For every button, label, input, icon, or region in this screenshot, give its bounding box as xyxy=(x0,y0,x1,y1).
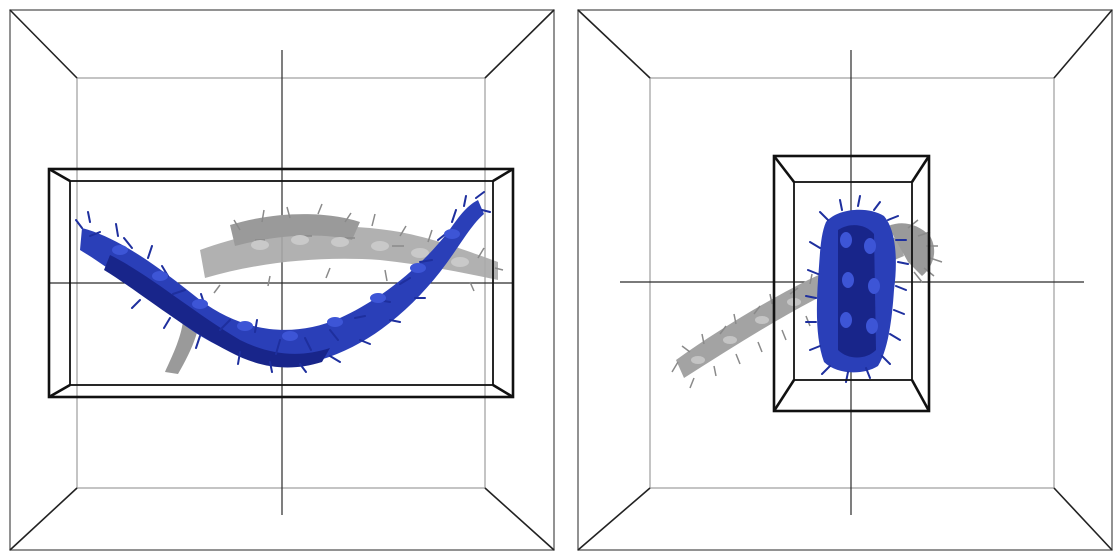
inner-box-front xyxy=(772,154,931,413)
outer-box-frame xyxy=(577,9,1113,551)
outer-box-edge xyxy=(577,9,651,79)
inner-box-edge xyxy=(492,167,514,183)
outer-box xyxy=(577,9,1113,551)
outer-box-edge xyxy=(484,487,555,551)
blue-helix-lower xyxy=(104,255,330,368)
outer-box-edge xyxy=(9,487,78,551)
outer-box-edge xyxy=(1053,9,1113,79)
left-view-canvas xyxy=(9,9,555,551)
blue-side-chains xyxy=(805,195,909,383)
inner-box-edge xyxy=(48,383,71,399)
inner-box-edge xyxy=(492,383,514,399)
gray-protein xyxy=(165,203,504,374)
inner-box-back xyxy=(793,181,913,381)
inner-box-edge xyxy=(48,167,71,183)
outer-box xyxy=(9,9,555,551)
right-simulation-view xyxy=(558,0,1114,552)
blue-helix-highlights xyxy=(112,229,460,341)
outer-box-edge xyxy=(484,9,555,79)
gray-helix-end xyxy=(888,223,935,276)
outer-box-edge xyxy=(1053,487,1113,551)
outer-box-edge xyxy=(577,487,651,551)
blue-helix-highlights xyxy=(840,232,880,334)
inner-box-edge xyxy=(772,155,796,183)
axes xyxy=(50,50,514,515)
gray-helix-highlights xyxy=(251,235,469,267)
outer-box-back-face xyxy=(649,77,1055,489)
gray-protein xyxy=(671,219,943,389)
inner-box-front xyxy=(47,167,515,399)
inner-box-edge xyxy=(910,155,931,183)
inner-box-edge xyxy=(910,379,931,412)
gray-helix-top xyxy=(230,214,360,246)
outer-box-edge xyxy=(9,9,78,79)
inner-box-edge xyxy=(772,379,796,412)
blue-protein xyxy=(75,191,491,373)
gray-helix-bundle xyxy=(200,226,498,280)
inner-box xyxy=(47,167,515,399)
outer-box-frame xyxy=(9,9,555,551)
left-simulation-view xyxy=(0,0,556,552)
inner-box xyxy=(772,154,931,413)
blue-protein xyxy=(805,195,909,383)
right-view-canvas xyxy=(577,9,1113,551)
inner-box-back xyxy=(69,180,494,386)
